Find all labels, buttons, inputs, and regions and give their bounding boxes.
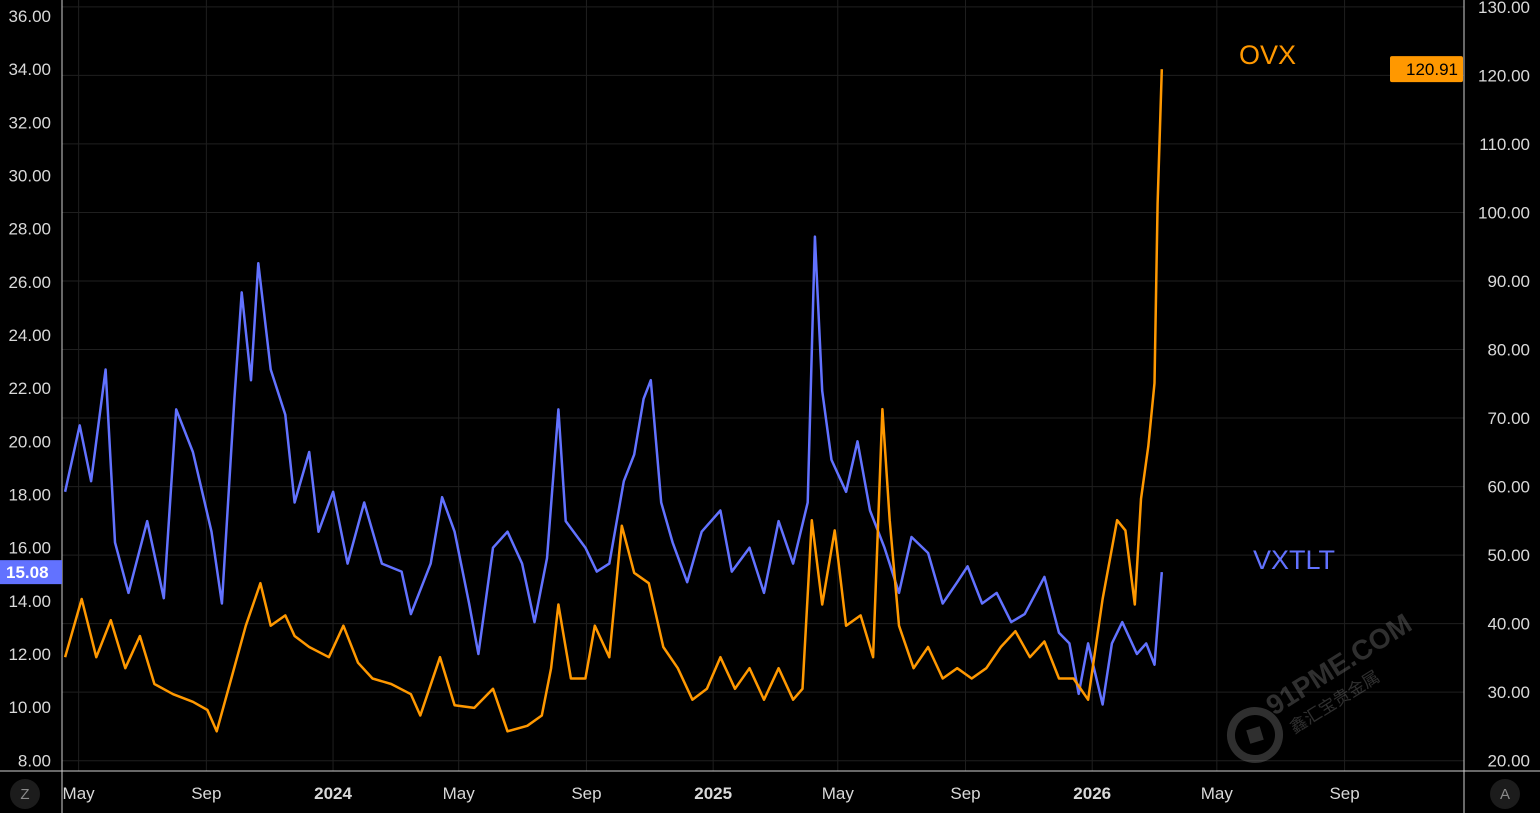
left-y-tick-label: 10.00 [8,698,51,717]
series-line-vxtlt [63,235,1164,706]
right-y-tick-label: 60.00 [1487,478,1530,497]
series-line-ovx [63,69,1164,733]
x-tick-label: 2026 [1073,784,1111,803]
series-lines [63,69,1164,733]
x-tick-label: May [63,784,96,803]
right-y-tick-label: 70.00 [1487,409,1530,428]
x-tick-label: Sep [950,784,980,803]
left-y-tick-label: 34.00 [8,60,51,79]
left-y-tick-label: 30.00 [8,166,51,185]
left-y-tick-label: 20.00 [8,432,51,451]
x-tick-label: May [822,784,855,803]
auto-scale-right-button[interactable]: A [1490,779,1520,809]
left-y-tick-label: 26.00 [8,273,51,292]
last-value-text: 120.91 [1406,60,1458,79]
x-tick-label: 2024 [314,784,352,803]
auto-scale-left-button[interactable]: Z [10,779,40,809]
left-y-tick-label: 18.00 [8,486,51,505]
left-y-tick-label: 36.00 [8,7,51,26]
x-tick-label: 2025 [694,784,732,803]
left-y-tick-label: 24.00 [8,326,51,345]
left-y-tick-label: 28.00 [8,220,51,239]
x-tick-label: Sep [571,784,601,803]
right-y-tick-label: 120.00 [1478,66,1530,85]
watermark-logo: 91PME.COM 鑫汇宝贵金属 [1227,608,1417,763]
right-y-tick-label: 20.00 [1487,752,1530,771]
x-tick-label: Sep [1329,784,1359,803]
left-y-tick-label: 22.00 [8,379,51,398]
right-y-tick-label: 100.00 [1478,203,1530,222]
right-y-tick-label: 30.00 [1487,683,1530,702]
right-y-tick-label: 50.00 [1487,546,1530,565]
right-y-tick-label: 130.00 [1478,0,1530,17]
x-tick-label: May [1201,784,1234,803]
left-y-tick-label: 14.00 [8,592,51,611]
right-y-tick-label: 40.00 [1487,615,1530,634]
left-y-tick-label: 32.00 [8,113,51,132]
left-y-tick-label: 16.00 [8,539,51,558]
x-tick-label: Sep [191,784,221,803]
right-y-tick-label: 90.00 [1487,272,1530,291]
right-y-tick-label: 80.00 [1487,341,1530,360]
x-tick-label: May [443,784,476,803]
left-y-tick-label: 8.00 [18,751,51,770]
series-label-vxtlt: VXTLT [1253,545,1335,575]
series-label-ovx: OVX [1239,40,1296,70]
left-y-tick-label: 12.00 [8,645,51,664]
right-y-tick-label: 110.00 [1479,135,1530,154]
last-value-badge-ovx [1390,56,1463,83]
last-value-text: 15.08 [6,563,49,582]
last-value-badge-vxtlt [0,560,62,585]
grid [62,0,1464,771]
series-labels: VXTLT OVX [1239,40,1335,575]
